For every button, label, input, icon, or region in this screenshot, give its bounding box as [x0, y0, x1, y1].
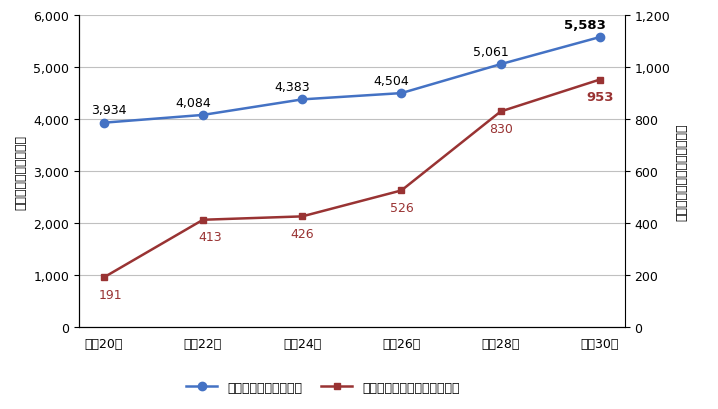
年間外国人観光客数（万人）: [397, 189, 406, 193]
年間観光客数（万人）: [100, 121, 108, 126]
Text: 413: 413: [198, 231, 222, 243]
Line: 年間観光客数（万人）: 年間観光客数（万人）: [100, 34, 604, 128]
Text: 5,583: 5,583: [564, 19, 606, 32]
Text: 953: 953: [586, 91, 614, 103]
Text: 4,084: 4,084: [175, 97, 211, 109]
年間観光客数（万人）: [298, 98, 307, 103]
年間外国人観光客数（万人）: [595, 78, 604, 83]
Y-axis label: 年間外国人観光客数（万人）: 年間外国人観光客数（万人）: [676, 123, 689, 220]
年間観光客数（万人）: [595, 36, 604, 40]
Text: 191: 191: [99, 288, 123, 301]
Line: 年間外国人観光客数（万人）: 年間外国人観光客数（万人）: [101, 77, 603, 281]
年間外国人観光客数（万人）: [298, 214, 307, 219]
Text: 426: 426: [290, 227, 314, 240]
Text: 830: 830: [489, 123, 513, 135]
Text: 4,504: 4,504: [373, 75, 409, 88]
年間外国人観光客数（万人）: [496, 110, 505, 115]
Y-axis label: 年間観光客数（万人）: 年間観光客数（万人）: [14, 135, 28, 209]
Text: 5,061: 5,061: [473, 46, 508, 59]
年間観光客数（万人）: [199, 113, 208, 118]
年間観光客数（万人）: [496, 63, 505, 67]
年間外国人観光客数（万人）: [100, 275, 108, 280]
Text: 4,383: 4,383: [274, 81, 310, 94]
Text: 3,934: 3,934: [91, 104, 126, 117]
年間観光客数（万人）: [397, 91, 406, 96]
Text: 526: 526: [390, 201, 414, 214]
Legend: 年間観光客数（万人）, 年間外国人観光客数（万人）: 年間観光客数（万人）, 年間外国人観光客数（万人）: [181, 376, 465, 399]
年間外国人観光客数（万人）: [199, 218, 208, 222]
